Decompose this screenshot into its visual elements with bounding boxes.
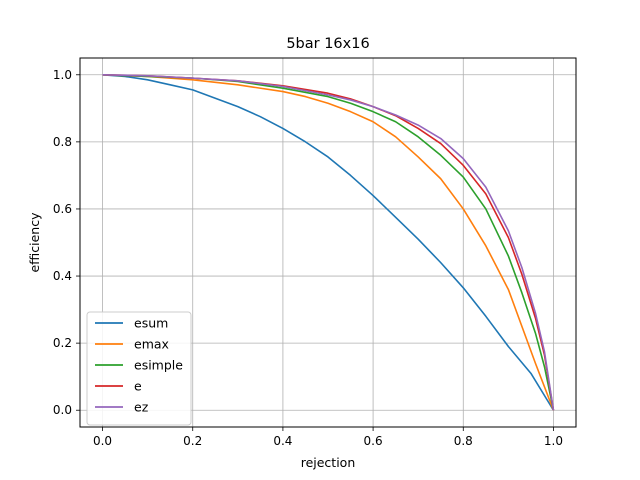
y-tick-label: 0.2	[53, 336, 72, 350]
series-line-emax	[102, 73, 555, 411]
legend-label-emax: emax	[134, 337, 169, 352]
series-lines	[102, 73, 555, 411]
series-line-esum	[102, 73, 555, 411]
legend-box	[86, 311, 192, 426]
y-tick-label: 0.8	[53, 135, 72, 149]
plot-frame	[79, 57, 577, 428]
chart-title: 5bar 16x16	[286, 36, 369, 52]
legend-label-esimple: esimple	[134, 358, 183, 373]
x-tick-label: 0.2	[183, 434, 202, 448]
y-tick-label: 0.4	[53, 269, 72, 283]
legend-label-e: e	[134, 379, 142, 394]
x-tick-label: 0.4	[273, 434, 292, 448]
legend-label-ez: ez	[134, 400, 149, 415]
legend-label-esum: esum	[134, 316, 168, 331]
axis-ticks: 0.0 0.2 0.4 0.6 0.8 1.0 0.0 0.2 0.4 0.6 0.8 1.0	[53, 68, 563, 448]
x-tick-label: 0.6	[364, 434, 383, 448]
x-tick-label: 0.0	[93, 434, 112, 448]
y-tick-label: 1.0	[53, 68, 72, 82]
y-tick-label: 0.0	[53, 403, 72, 417]
x-tick-label: 1.0	[544, 434, 563, 448]
y-tick-label: 0.6	[53, 202, 72, 216]
series-line-ez	[102, 73, 555, 411]
legend: esum emax esimple e ez	[86, 311, 192, 426]
x-tick-label: 0.8	[454, 434, 473, 448]
x-axis-label: rejection	[301, 455, 356, 470]
y-axis-label: efficiency	[27, 212, 42, 273]
